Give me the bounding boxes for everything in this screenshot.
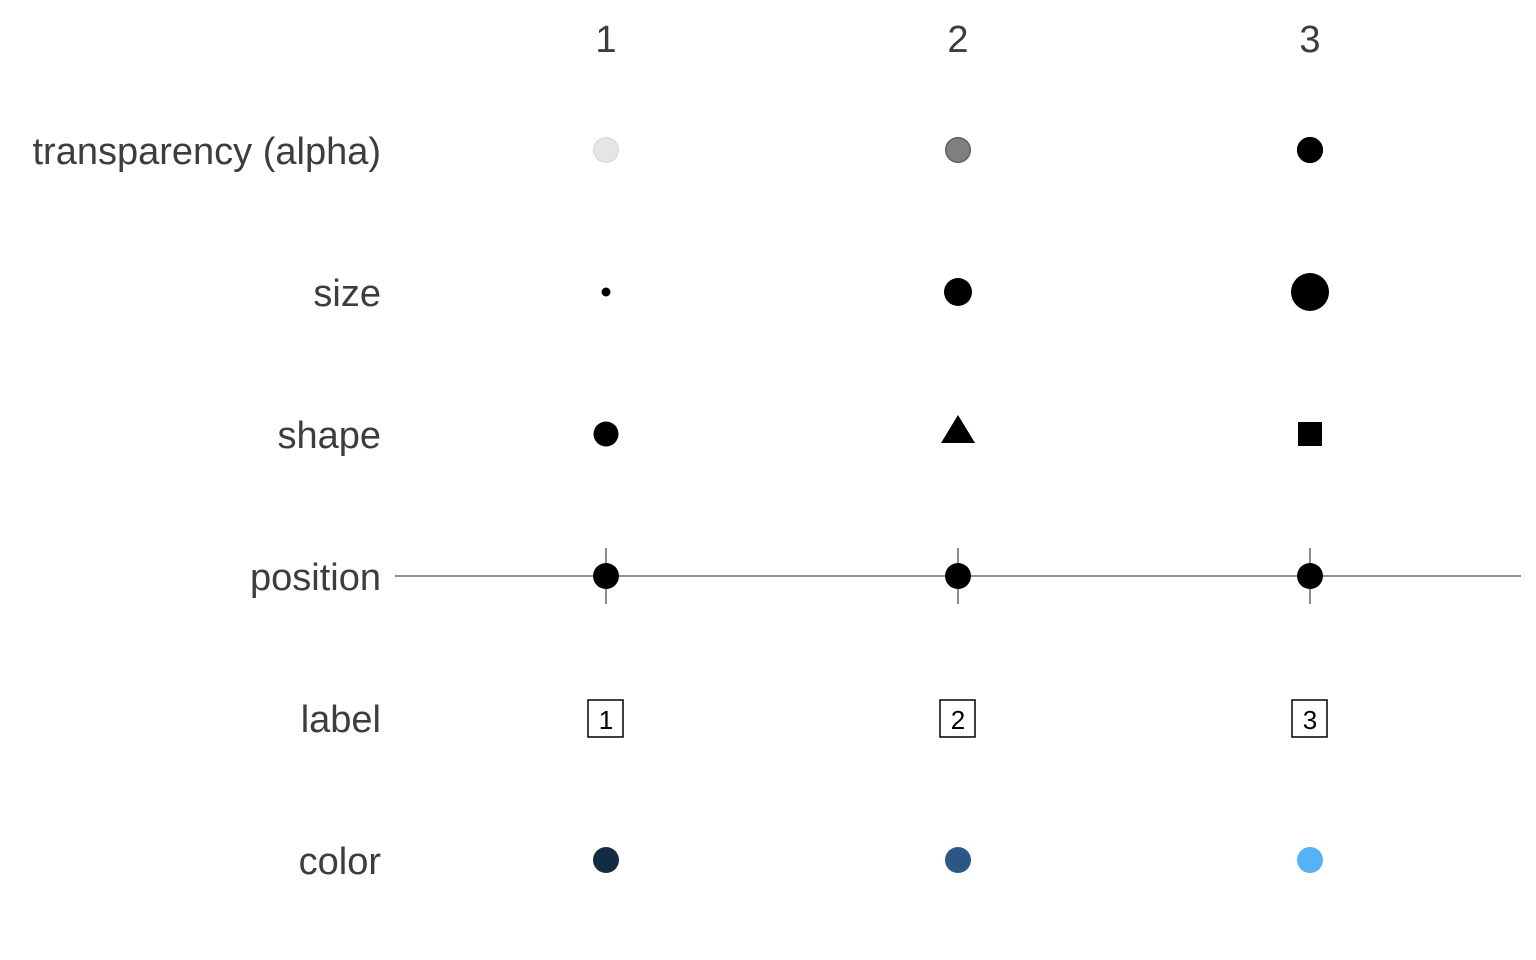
row-label-alpha: transparency (alpha) [32, 131, 381, 173]
alpha-row [592, 136, 1324, 164]
alpha-point-3 [1296, 136, 1324, 164]
color-point-3 [1297, 847, 1323, 873]
label-row: 1 2 3 [587, 699, 1328, 738]
column-label-2: 2 [947, 19, 968, 61]
column-label-1: 1 [595, 19, 616, 61]
row-labels: transparency (alpha) size shape position… [32, 131, 381, 883]
column-label-3: 3 [1299, 19, 1320, 61]
size-point-2 [944, 278, 972, 306]
row-label-shape: shape [277, 415, 381, 457]
row-label-color: color [299, 841, 382, 883]
label-text-2: 2 [951, 705, 965, 735]
column-headers: 1 2 3 [595, 19, 1320, 61]
alpha-point-1 [592, 136, 620, 164]
label-text-1: 1 [599, 705, 613, 735]
size-point-1 [601, 287, 611, 297]
position-point-2 [945, 563, 971, 589]
color-point-1 [593, 847, 619, 873]
color-row [593, 847, 1323, 873]
shape-square [1298, 422, 1322, 446]
label-box-3 [1291, 699, 1328, 738]
row-label-label: label [301, 699, 381, 741]
label-box-2 [939, 699, 976, 738]
alpha-point-2 [944, 136, 972, 164]
position-row [395, 548, 1521, 604]
position-point-3 [1297, 563, 1323, 589]
label-text-3: 3 [1303, 705, 1317, 735]
row-label-position: position [250, 557, 381, 599]
shape-triangle [941, 415, 975, 443]
color-point-2 [945, 847, 971, 873]
position-point-1 [593, 563, 619, 589]
row-label-size: size [313, 273, 381, 315]
size-point-3 [1291, 273, 1329, 311]
shape-circle [593, 421, 619, 447]
label-box-1 [587, 699, 624, 738]
size-row [601, 273, 1329, 311]
shape-row [593, 415, 1322, 447]
